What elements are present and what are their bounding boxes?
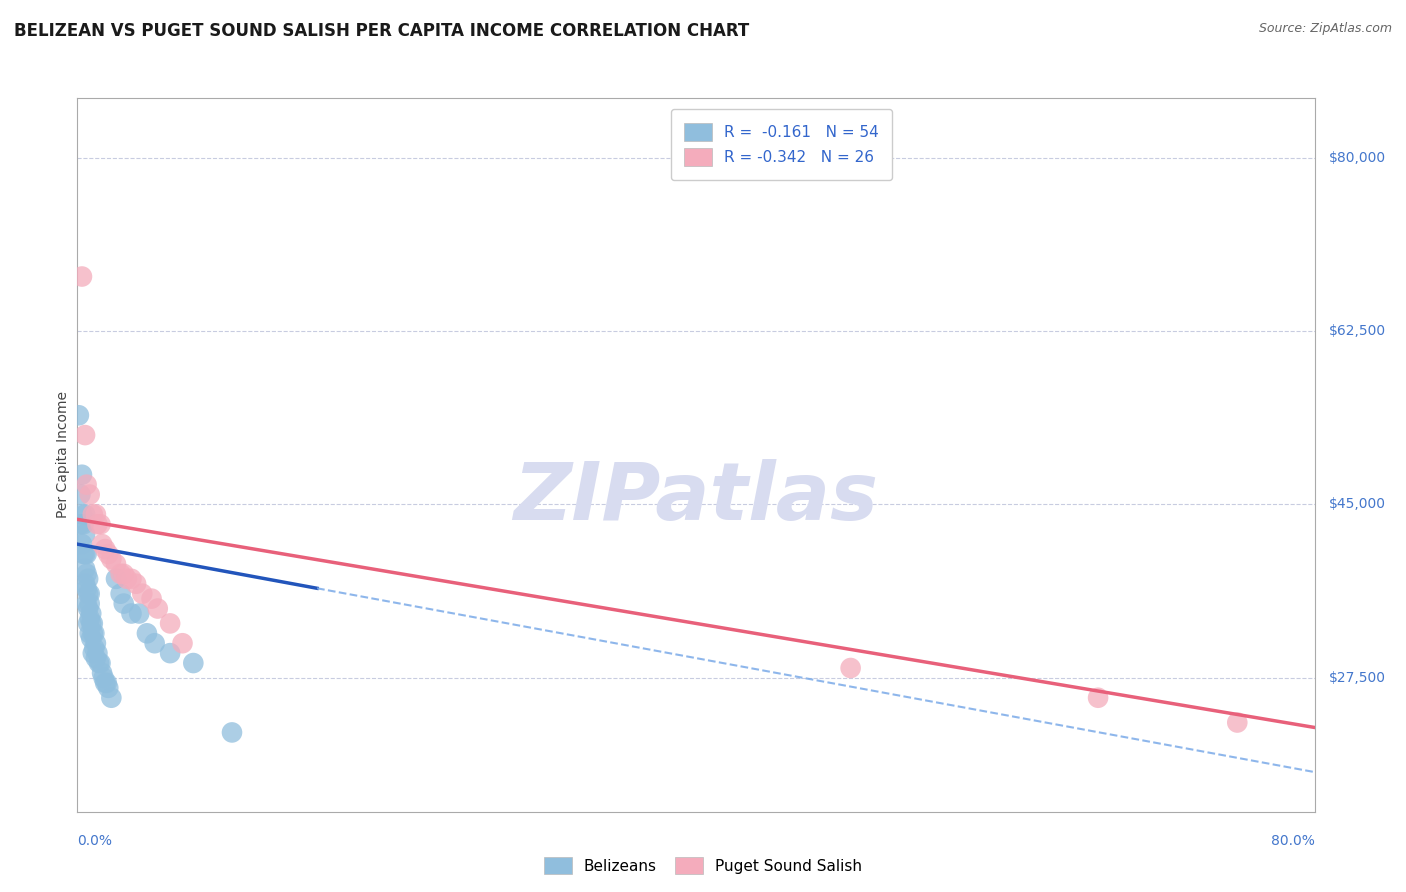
- Point: [84, 651, 107, 665]
- Legend: R =  -0.161   N = 54, R = -0.342   N = 26: R = -0.161 N = 54, R = -0.342 N = 26: [671, 110, 893, 180]
- Point: [97, 547, 120, 561]
- Point: [76, 597, 98, 611]
- Point: [105, 557, 127, 571]
- Text: 80.0%: 80.0%: [1271, 834, 1315, 848]
- Point: [96, 676, 118, 690]
- Point: [79, 611, 101, 625]
- Point: [93, 671, 115, 685]
- Point: [90, 517, 111, 532]
- Point: [100, 552, 122, 566]
- Point: [136, 626, 159, 640]
- Text: $80,000: $80,000: [1329, 151, 1386, 165]
- Point: [84, 508, 107, 522]
- Point: [94, 676, 117, 690]
- Point: [69, 487, 91, 501]
- Point: [110, 566, 132, 581]
- Point: [105, 572, 127, 586]
- Point: [128, 607, 150, 621]
- Point: [1087, 690, 1109, 705]
- Point: [77, 587, 100, 601]
- Y-axis label: Per Capita Income: Per Capita Income: [56, 392, 70, 518]
- Point: [839, 661, 862, 675]
- Point: [83, 626, 105, 640]
- Point: [97, 681, 120, 695]
- Point: [80, 616, 103, 631]
- Point: [131, 587, 153, 601]
- Point: [172, 636, 194, 650]
- Point: [75, 576, 96, 591]
- Point: [69, 517, 91, 532]
- Point: [79, 597, 101, 611]
- Point: [76, 547, 98, 561]
- Point: [70, 467, 93, 482]
- Point: [70, 537, 93, 551]
- Point: [77, 601, 100, 615]
- Point: [112, 597, 135, 611]
- Text: 0.0%: 0.0%: [77, 834, 112, 848]
- Point: [90, 656, 111, 670]
- Point: [100, 690, 122, 705]
- Point: [75, 508, 96, 522]
- Point: [146, 601, 169, 615]
- Point: [72, 517, 94, 532]
- Text: $45,000: $45,000: [1329, 498, 1386, 511]
- Point: [159, 616, 181, 631]
- Point: [115, 572, 138, 586]
- Legend: Belizeans, Puget Sound Salish: Belizeans, Puget Sound Salish: [538, 851, 868, 880]
- Point: [72, 547, 94, 561]
- Text: $27,500: $27,500: [1329, 671, 1386, 685]
- Point: [80, 632, 103, 646]
- Point: [110, 587, 132, 601]
- Point: [112, 566, 135, 581]
- Point: [86, 646, 108, 660]
- Point: [125, 576, 148, 591]
- Text: $62,500: $62,500: [1329, 324, 1386, 338]
- Point: [121, 607, 143, 621]
- Point: [87, 656, 110, 670]
- Point: [75, 428, 96, 442]
- Point: [70, 508, 93, 522]
- Point: [79, 587, 101, 601]
- Point: [159, 646, 181, 660]
- Point: [76, 582, 98, 596]
- Point: [79, 626, 101, 640]
- Point: [86, 517, 108, 532]
- Point: [82, 508, 104, 522]
- Point: [67, 409, 90, 423]
- Point: [77, 572, 100, 586]
- Point: [79, 487, 101, 501]
- Point: [143, 636, 166, 650]
- Point: [75, 547, 96, 561]
- Point: [1226, 715, 1249, 730]
- Text: BELIZEAN VS PUGET SOUND SALISH PER CAPITA INCOME CORRELATION CHART: BELIZEAN VS PUGET SOUND SALISH PER CAPIT…: [14, 22, 749, 40]
- Point: [221, 725, 243, 739]
- Point: [82, 646, 104, 660]
- Point: [83, 641, 105, 656]
- Point: [80, 607, 103, 621]
- Point: [141, 591, 163, 606]
- Point: [183, 656, 205, 670]
- Point: [91, 665, 114, 680]
- Point: [91, 537, 114, 551]
- Point: [82, 626, 104, 640]
- Text: Source: ZipAtlas.com: Source: ZipAtlas.com: [1258, 22, 1392, 36]
- Text: ZIPatlas: ZIPatlas: [513, 458, 879, 537]
- Point: [75, 562, 96, 576]
- Point: [76, 477, 98, 491]
- Point: [75, 527, 96, 541]
- Point: [121, 572, 143, 586]
- Point: [70, 269, 93, 284]
- Point: [82, 616, 104, 631]
- Point: [77, 616, 100, 631]
- Point: [94, 542, 117, 557]
- Point: [76, 566, 98, 581]
- Point: [84, 636, 107, 650]
